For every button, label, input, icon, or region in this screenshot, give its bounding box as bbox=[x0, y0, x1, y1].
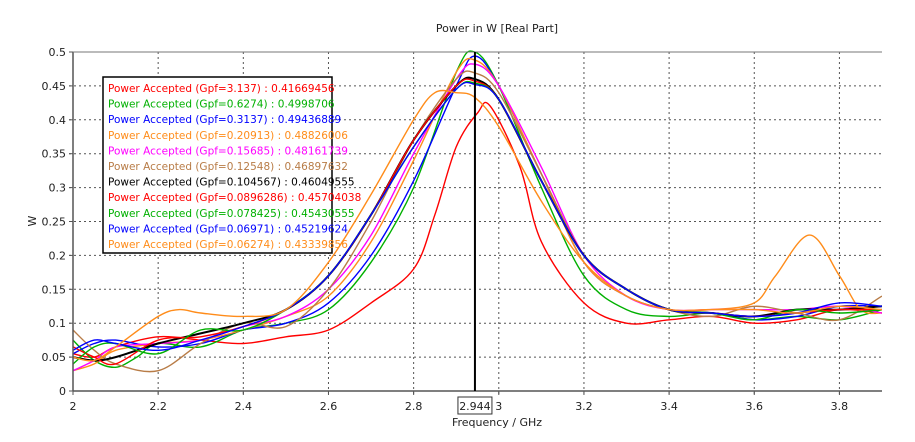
y-tick-label: 0.15 bbox=[42, 283, 67, 296]
series-group bbox=[73, 50, 882, 373]
legend-entry: Power Accepted (Gpf=0.6274) : 0.4998706 bbox=[108, 99, 335, 111]
x-tick-label: 3.4 bbox=[660, 400, 678, 413]
x-tick-label: 3.6 bbox=[746, 400, 764, 413]
y-tick-label: 0.25 bbox=[42, 216, 67, 229]
y-tick-label: 0 bbox=[59, 385, 66, 398]
legend-entry: Power Accepted (Gpf=3.137) : 0.41669456 bbox=[108, 83, 335, 95]
series-line-11 bbox=[73, 89, 882, 362]
legend-entry: Power Accepted (Gpf=0.3137) : 0.49436889 bbox=[108, 114, 341, 126]
legend-entry: Power Accepted (Gpf=0.0896286) : 0.45704… bbox=[108, 192, 361, 204]
chart-title: Power in W [Real Part] bbox=[436, 22, 558, 35]
legend: Power Accepted (Gpf=3.137) : 0.41669456 P… bbox=[102, 76, 361, 254]
y-tick-label: 0.35 bbox=[42, 148, 67, 161]
x-tick-label: 2 bbox=[70, 400, 77, 413]
legend-entry: Power Accepted (Gpf=0.15685) : 0.4816173… bbox=[108, 145, 348, 157]
x-axis-title: Frequency / GHz bbox=[452, 416, 542, 429]
legend-box bbox=[102, 76, 333, 254]
legend-entry: Power Accepted (Gpf=0.20913) : 0.4882600… bbox=[108, 130, 348, 142]
legend-entry: Power Accepted (Gpf=0.12548) : 0.4689763… bbox=[108, 161, 348, 173]
x-tick-label: 3 bbox=[495, 400, 502, 413]
y-tick-label: 0.4 bbox=[49, 114, 67, 127]
x-tick-label: 2.6 bbox=[320, 400, 338, 413]
legend-entry: Power Accepted (Gpf=0.078425) : 0.454305… bbox=[108, 208, 355, 220]
y-tick-label: 0.1 bbox=[49, 317, 67, 330]
series-line-10 bbox=[73, 81, 882, 352]
x-tick-label: 3.2 bbox=[575, 400, 593, 413]
x-tick-label: 2.2 bbox=[149, 400, 167, 413]
marker-label: 2.944 bbox=[459, 400, 491, 413]
axes: 0 0.05 0.1 0.15 0.2 0.25 0.3 0.35 0.4 0.45 0.5 2 2.2… bbox=[42, 46, 882, 413]
x-tick-label: 3.8 bbox=[831, 400, 849, 413]
marker-label-box bbox=[457, 396, 493, 415]
y-axis-title: W bbox=[26, 215, 39, 226]
series-line-9 bbox=[73, 80, 882, 365]
frequency-marker[interactable]: 2.944 bbox=[457, 52, 493, 415]
legend-entry: Power Accepted (Gpf=0.06971) : 0.4521962… bbox=[108, 223, 348, 235]
x-tick-label: 2.8 bbox=[405, 400, 423, 413]
x-tick-label: 2.4 bbox=[235, 400, 253, 413]
y-tick-label: 0.05 bbox=[42, 351, 67, 364]
y-tick-label: 0.45 bbox=[42, 80, 67, 93]
y-tick-label: 0.2 bbox=[49, 249, 67, 262]
legend-entry: Power Accepted (Gpf=0.104567) : 0.460495… bbox=[108, 177, 355, 189]
legend-entry: Power Accepted (Gpf=0.06274) : 0.4333985… bbox=[108, 239, 348, 251]
y-tick-label: 0.5 bbox=[49, 46, 67, 59]
y-tick-label: 0.3 bbox=[49, 182, 67, 195]
